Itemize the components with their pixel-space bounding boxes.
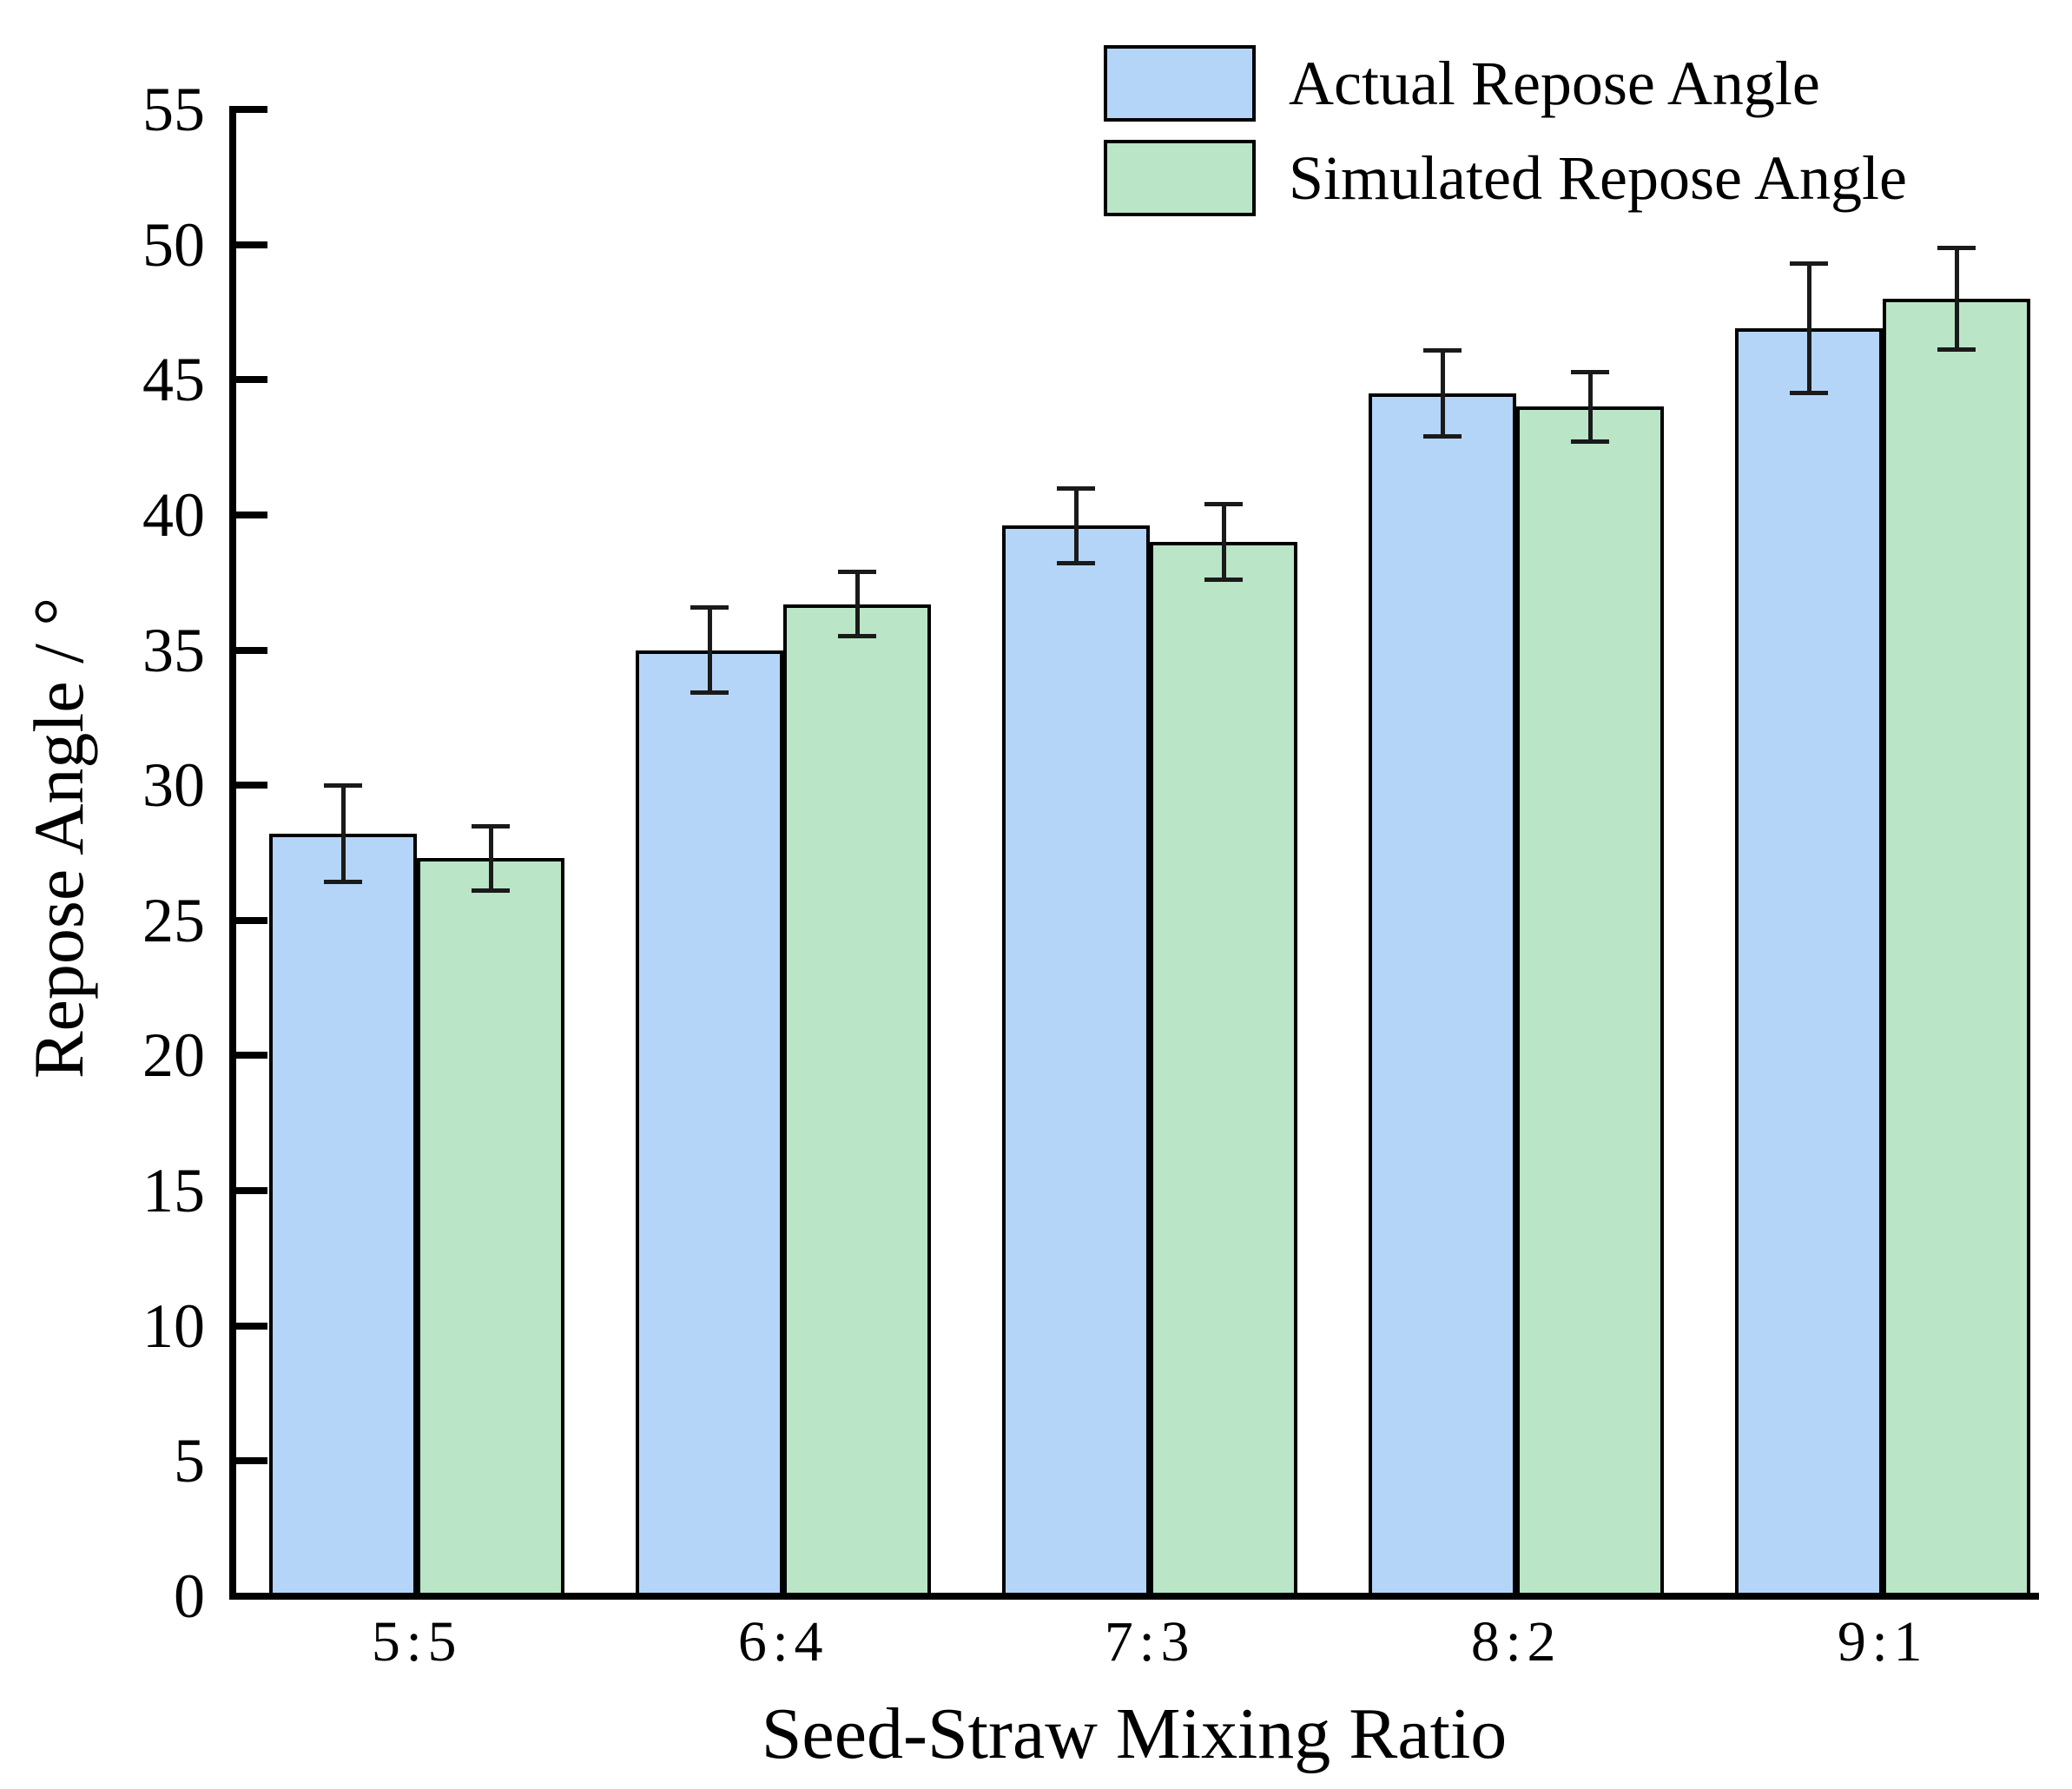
y-axis-title: Repose Angle / ° xyxy=(19,597,98,1079)
error-bar-cap-top xyxy=(1571,370,1609,374)
error-bar-line xyxy=(1955,248,1959,350)
legend-swatch-actual-icon xyxy=(1104,45,1256,122)
bar-actual-7:3 xyxy=(1002,525,1150,1596)
legend-label-simulated: Simulated Repose Angle xyxy=(1289,142,1907,213)
y-tick-label: 40 xyxy=(142,480,205,550)
error-bar-line xyxy=(708,607,712,694)
error-bar-cap-top xyxy=(1423,348,1462,353)
x-category-label: 7:3 xyxy=(1104,1610,1196,1673)
bar-actual-9:1 xyxy=(1735,328,1883,1596)
y-axis-line xyxy=(229,106,236,1600)
error-bar-cap-top xyxy=(1937,246,1976,250)
y-tick-label: 5 xyxy=(174,1426,205,1495)
y-tick-mark xyxy=(236,106,267,113)
legend-item-simulated: Simulated Repose Angle xyxy=(1104,140,1907,216)
x-category-label: 8:2 xyxy=(1470,1610,1562,1673)
error-bar-cap-bottom xyxy=(1571,439,1609,444)
error-bar-cap-bottom xyxy=(838,634,876,638)
error-bar-line xyxy=(341,785,346,882)
y-tick-mark xyxy=(236,1457,267,1464)
y-tick-label: 50 xyxy=(142,210,205,280)
y-tick-mark xyxy=(236,782,267,789)
y-tick-label: 10 xyxy=(142,1291,205,1361)
error-bar-cap-top xyxy=(1204,502,1243,506)
error-bar-line xyxy=(1222,504,1226,579)
error-bar-line xyxy=(1588,372,1593,442)
error-bar-cap-bottom xyxy=(1937,347,1976,352)
error-bar-line xyxy=(489,826,493,891)
error-bar-cap-bottom xyxy=(690,690,729,695)
error-bar-cap-bottom xyxy=(1790,391,1828,395)
legend-swatch-simulated-icon xyxy=(1104,140,1256,216)
bar-actual-6:4 xyxy=(636,650,783,1596)
y-tick-mark xyxy=(236,512,267,518)
error-bar-cap-top xyxy=(1790,261,1828,266)
error-bar-cap-bottom xyxy=(1057,561,1095,565)
x-axis-title: Seed-Straw Mixing Ratio xyxy=(761,1693,1508,1774)
y-tick-mark xyxy=(236,1323,267,1330)
error-bar-line xyxy=(1074,488,1079,564)
x-category-label: 6:4 xyxy=(737,1610,829,1673)
y-tick-label: 20 xyxy=(142,1020,205,1090)
bar-simulated-7:3 xyxy=(1150,542,1297,1596)
legend-label-actual: Actual Repose Angle xyxy=(1289,48,1820,118)
x-axis-line xyxy=(229,1593,2039,1600)
y-tick-label: 25 xyxy=(142,886,205,955)
error-bar-cap-top xyxy=(1057,486,1095,491)
y-tick-label: 45 xyxy=(142,345,205,414)
bar-actual-5:5 xyxy=(269,834,417,1596)
legend-item-actual: Actual Repose Angle xyxy=(1104,45,1907,122)
error-bar-cap-top xyxy=(838,570,876,574)
y-tick-label: 30 xyxy=(142,750,205,820)
y-tick-label: 15 xyxy=(142,1156,205,1225)
y-tick-mark xyxy=(236,1187,267,1194)
y-tick-label: 55 xyxy=(142,75,205,144)
error-bar-line xyxy=(855,571,860,637)
error-bar-cap-bottom xyxy=(1204,578,1243,582)
x-category-label: 9:1 xyxy=(1837,1610,1929,1673)
y-tick-label: 0 xyxy=(174,1561,205,1631)
error-bar-cap-bottom xyxy=(472,888,510,893)
legend: Actual Repose Angle Simulated Repose Ang… xyxy=(1104,45,1907,234)
bar-simulated-8:2 xyxy=(1516,406,1664,1596)
x-category-label: 5:5 xyxy=(371,1610,463,1673)
error-bar-cap-top xyxy=(472,824,510,828)
bar-simulated-6:4 xyxy=(783,604,931,1596)
y-tick-mark xyxy=(236,376,267,383)
error-bar-line xyxy=(1807,263,1811,393)
error-bar-cap-top xyxy=(324,783,362,788)
y-tick-mark xyxy=(236,647,267,654)
error-bar-line xyxy=(1441,350,1445,437)
error-bar-cap-bottom xyxy=(324,880,362,884)
error-bar-cap-bottom xyxy=(1423,434,1462,439)
y-tick-mark xyxy=(236,917,267,924)
bar-actual-8:2 xyxy=(1369,393,1516,1596)
y-tick-label: 35 xyxy=(142,616,205,685)
y-tick-mark xyxy=(236,1052,267,1059)
bar-simulated-9:1 xyxy=(1883,299,2030,1596)
error-bar-cap-top xyxy=(690,605,729,610)
bar-simulated-5:5 xyxy=(417,858,564,1596)
y-tick-mark xyxy=(236,241,267,248)
